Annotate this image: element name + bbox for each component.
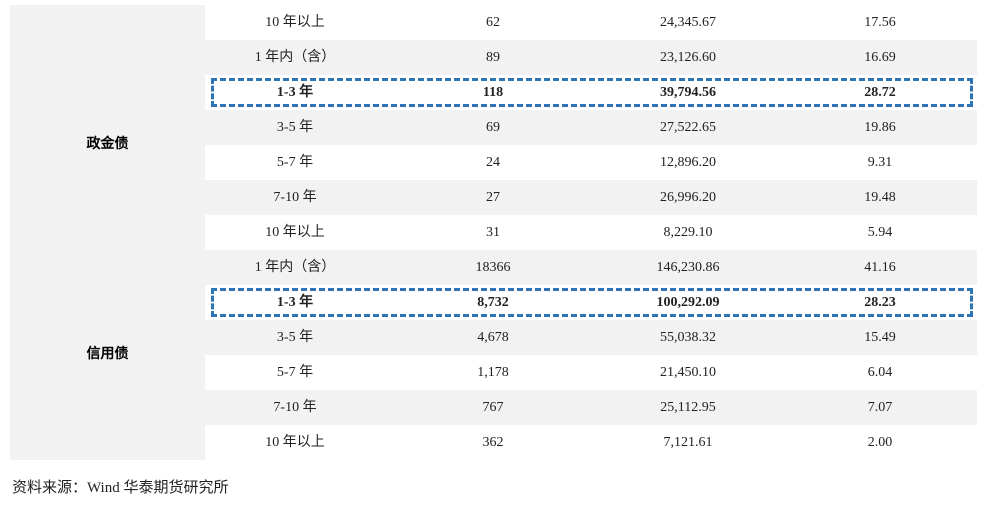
table-cell: 1-3 年	[276, 85, 314, 100]
table-cell: 27	[486, 190, 500, 205]
highlight-box	[211, 78, 973, 107]
table-cell: 1,178	[477, 365, 509, 380]
table-cell: 9.31	[867, 155, 893, 170]
table-cell: 5-7 年	[276, 365, 314, 380]
table-cell: 10 年以上	[265, 225, 325, 240]
table-cell: 3-5 年	[276, 330, 314, 345]
table-row	[205, 180, 977, 215]
table-cell: 7-10 年	[273, 400, 317, 415]
table-cell: 8,732	[477, 295, 509, 310]
table-cell: 1 年内（含）	[254, 260, 336, 275]
table-cell: 7,121.61	[663, 435, 713, 450]
table-cell: 6.04	[867, 365, 893, 380]
table-row	[205, 110, 977, 145]
table-cell: 3-5 年	[276, 120, 314, 135]
table-cell: 7.07	[867, 400, 893, 415]
table-cell: 2.00	[867, 435, 893, 450]
table-cell: 767	[482, 400, 504, 415]
table-cell: 21,450.10	[660, 365, 716, 380]
table-cell: 4,678	[477, 330, 509, 345]
table-cell: 26,996.20	[660, 190, 716, 205]
table-cell: 5.94	[867, 225, 893, 240]
group-column	[10, 5, 205, 460]
table-cell: 55,038.32	[660, 330, 716, 345]
table-cell: 362	[482, 435, 504, 450]
table-cell: 41.16	[864, 260, 896, 275]
table-cell: 24	[486, 155, 500, 170]
table-cell: 10 年以上	[265, 435, 325, 450]
table-cell: 19.86	[864, 120, 896, 135]
table-cell: 24,345.67	[660, 15, 716, 30]
table-row	[205, 390, 977, 425]
table-cell: 8,229.10	[663, 225, 713, 240]
table-cell: 25,112.95	[660, 400, 716, 415]
table-cell: 31	[486, 225, 500, 240]
table-cell: 1-3 年	[276, 295, 314, 310]
table-cell: 23,126.60	[660, 50, 716, 65]
table-cell: 39,794.56	[660, 85, 716, 100]
table-cell: 146,230.86	[656, 260, 720, 275]
group-label: 政金债	[86, 137, 129, 152]
table-cell: 12,896.20	[660, 155, 716, 170]
table-cell: 17.56	[864, 15, 896, 30]
source-note: 资料来源：Wind 华泰期货研究所	[12, 480, 229, 496]
table-cell: 16.69	[864, 50, 896, 65]
table-cell: 62	[486, 15, 500, 30]
table-row	[205, 320, 977, 355]
table-cell: 28.72	[864, 85, 896, 100]
table-cell: 15.49	[864, 330, 896, 345]
group-label: 信用债	[86, 347, 129, 362]
table-cell: 1 年内（含）	[254, 50, 336, 65]
table-cell: 7-10 年	[273, 190, 317, 205]
table-cell: 27,522.65	[660, 120, 716, 135]
table-cell: 5-7 年	[276, 155, 314, 170]
table-cell: 89	[486, 50, 500, 65]
table-row	[205, 250, 977, 285]
table-cell: 28.23	[864, 295, 896, 310]
table-row	[205, 40, 977, 75]
table-cell: 100,292.09	[656, 295, 720, 310]
highlight-box	[211, 288, 973, 317]
table-cell: 69	[486, 120, 500, 135]
table-cell: 10 年以上	[265, 15, 325, 30]
table-cell: 18366	[475, 260, 511, 275]
table-cell: 19.48	[864, 190, 896, 205]
table-cell: 118	[482, 85, 504, 100]
